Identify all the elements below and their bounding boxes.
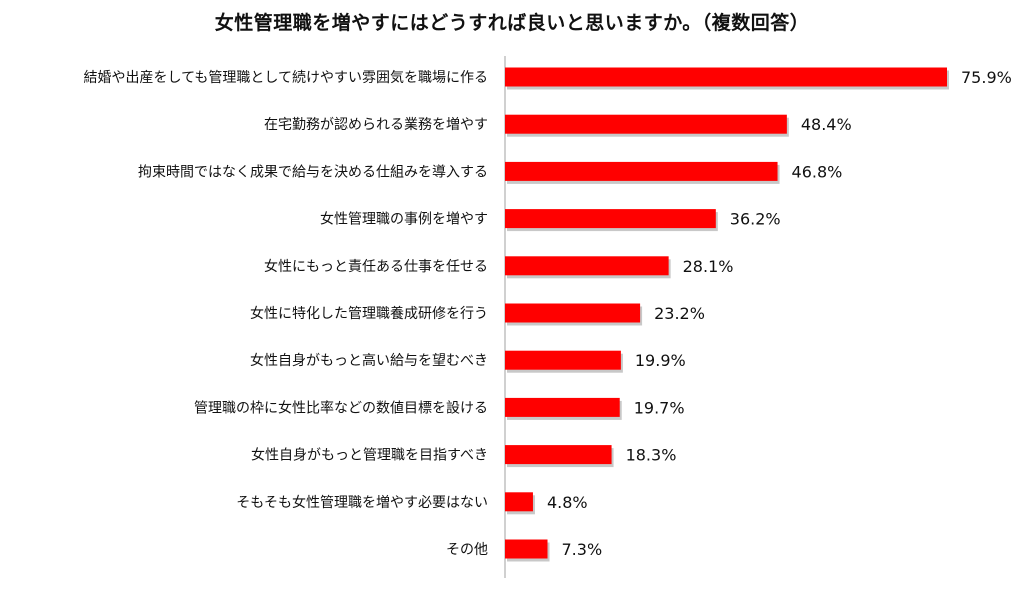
category-label-7: 管理職の枠に女性比率などの数値目標を設ける xyxy=(194,399,488,416)
value-label-1: 48.4% xyxy=(801,115,852,134)
value-label-2: 46.8% xyxy=(792,162,843,181)
category-label-8: 女性自身がもっと管理職を目指すべき xyxy=(251,447,488,464)
bar-10 xyxy=(505,539,548,559)
value-label-7: 19.7% xyxy=(634,398,685,417)
chart-title: 女性管理職を増やすにはどうすれば良いと思いますか。（複数回答） xyxy=(214,12,810,34)
category-label-2: 拘束時間ではなく成果で給与を決める仕組みを導入する xyxy=(138,164,488,180)
bar-8 xyxy=(505,445,612,465)
value-label-8: 18.3% xyxy=(626,446,677,465)
value-label-9: 4.8% xyxy=(547,493,588,512)
category-label-5: 女性に特化した管理職養成研修を行う xyxy=(250,305,488,322)
value-label-5: 23.2% xyxy=(654,304,705,323)
value-label-10: 7.3% xyxy=(562,540,603,559)
bar-6 xyxy=(505,350,621,370)
category-label-10: その他 xyxy=(446,542,488,558)
value-label-6: 19.9% xyxy=(635,351,686,370)
bar-4 xyxy=(505,256,669,276)
value-label-3: 36.2% xyxy=(730,210,781,229)
category-label-9: そもそも女性管理職を増やす必要はない xyxy=(236,494,488,511)
bar-3 xyxy=(505,209,716,229)
category-label-6: 女性自身がもっと高い給与を望むべき xyxy=(250,352,488,369)
bar-2 xyxy=(505,161,778,181)
bar-9 xyxy=(505,492,533,512)
category-label-3: 女性管理職の事例を増やす xyxy=(320,211,488,228)
category-label-1: 在宅勤務が認められる業務を増やす xyxy=(264,117,488,133)
bars-layer: 結婚や出産をしても管理職として続けやすい雰囲気を職場に作る 75.9% 在宅勤務が認… xyxy=(84,56,1012,578)
bar-7 xyxy=(505,397,620,417)
category-label-0: 結婚や出産をしても管理職として続けやすい雰囲気を職場に作る xyxy=(84,69,488,86)
value-label-4: 28.1% xyxy=(683,257,734,276)
bar-1 xyxy=(505,114,787,134)
value-label-0: 75.9% xyxy=(961,68,1012,87)
bar-0 xyxy=(505,67,947,87)
category-label-4: 女性にもっと責任ある仕事を任せる xyxy=(264,258,488,275)
bar-5 xyxy=(505,303,641,323)
